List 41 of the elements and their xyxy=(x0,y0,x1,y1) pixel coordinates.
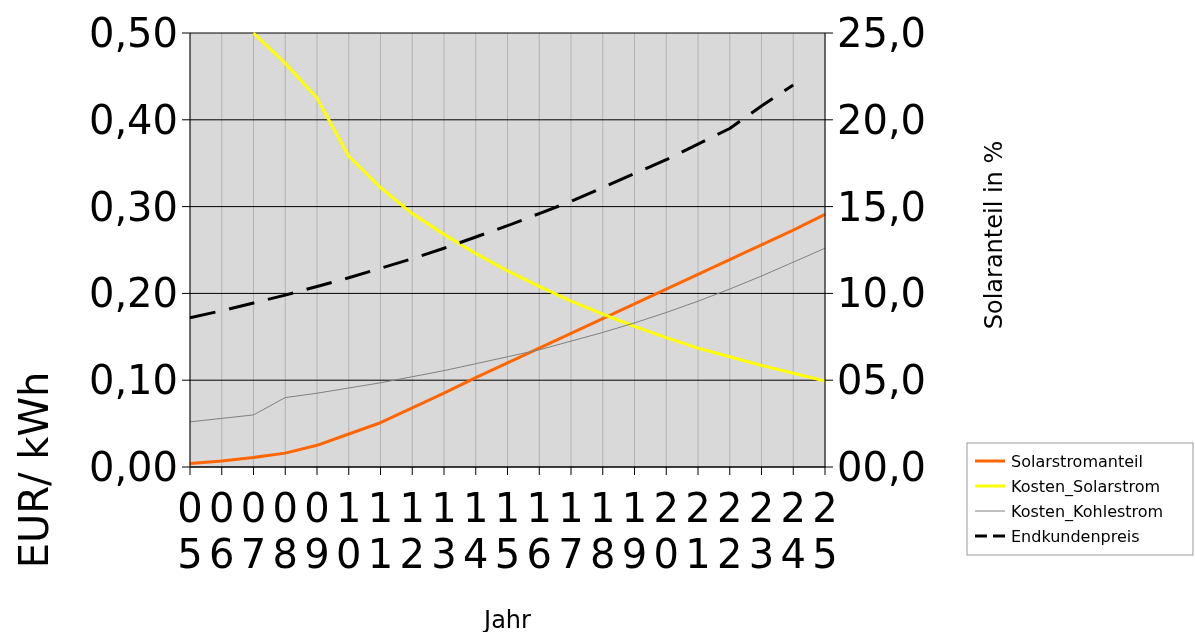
x-tick-label: 09 xyxy=(304,485,330,577)
legend-label: Solarstromanteil xyxy=(1011,451,1143,471)
x-axis-title: Jahr xyxy=(482,606,532,632)
x-tick-label: 21 xyxy=(685,485,711,577)
x-tick-label: 22 xyxy=(717,485,743,577)
legend-label: Kosten_Solarstrom xyxy=(1011,476,1161,497)
y-tick-label: 0,40 xyxy=(88,96,178,143)
y-tick-label: 0,20 xyxy=(88,270,178,317)
y2-tick-label: 10,0 xyxy=(837,270,927,317)
y2-tick-label: 25,0 xyxy=(837,10,927,56)
x-tick-label: 23 xyxy=(748,485,775,577)
y-tick-label: 0,30 xyxy=(88,183,178,230)
x-tick-label: 07 xyxy=(240,485,267,577)
y-tick-label: 0,10 xyxy=(88,357,178,404)
x-tick-label: 19 xyxy=(621,485,648,577)
y2-tick-label: 00,0 xyxy=(837,444,927,490)
line-series xyxy=(252,31,827,383)
x-tick-label: 11 xyxy=(367,485,394,577)
x-tick-label: 13 xyxy=(431,485,457,577)
y-tick-label: 0,50 xyxy=(88,10,178,56)
x-tick-label: 20 xyxy=(653,485,679,577)
x-tick-label: 17 xyxy=(558,485,584,577)
x-tick-label: 12 xyxy=(399,485,425,577)
y2-axis-title: Solaranteil in % xyxy=(980,140,1008,330)
legend-label: Kosten_Kohlestrom xyxy=(1011,501,1164,522)
y-axis-title: EUR/ kWh xyxy=(11,371,57,569)
x-tick-label: 10 xyxy=(336,485,362,577)
x-tick-label: 06 xyxy=(209,485,235,577)
legend-label: Endkundenpreis xyxy=(1011,526,1140,546)
x-tick-label: 25 xyxy=(812,485,838,577)
y2-tick-label: 05,0 xyxy=(837,357,927,404)
x-tick-label: 24 xyxy=(780,485,806,577)
y2-tick-label: 15,0 xyxy=(837,183,927,230)
x-tick-label: 08 xyxy=(272,485,298,577)
x-tick-label: 15 xyxy=(494,485,521,577)
y2-tick-label: 20,0 xyxy=(837,96,927,143)
y-tick-label: 0,00 xyxy=(88,444,178,490)
x-tick-label: 05 xyxy=(177,485,203,577)
x-tick-label: 16 xyxy=(526,485,552,577)
x-tick-label: 14 xyxy=(463,485,489,577)
x-tick-label: 18 xyxy=(590,485,616,577)
